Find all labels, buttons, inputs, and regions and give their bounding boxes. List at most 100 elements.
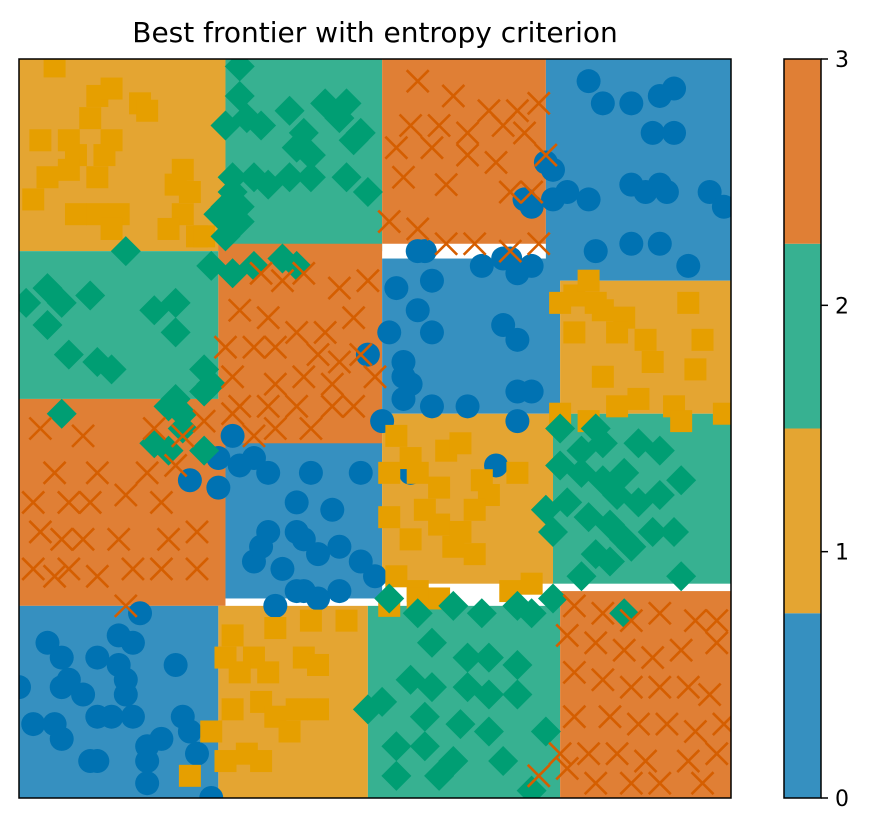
point-class-0: [348, 460, 373, 485]
point-class-2: [644, 435, 675, 466]
point-class-2: [210, 110, 241, 141]
point-class-1: [221, 624, 244, 647]
point-class-3: [135, 460, 160, 485]
point-class-0: [505, 327, 530, 352]
point-class-2: [19, 287, 42, 318]
point-class-2: [416, 672, 447, 703]
point-class-1: [549, 291, 572, 314]
point-class-3: [526, 763, 551, 788]
point-class-2: [274, 162, 305, 193]
point-class-0: [49, 726, 74, 751]
point-class-0: [298, 460, 323, 485]
point-class-2: [473, 642, 504, 673]
point-class-2: [530, 716, 561, 747]
point-class-3: [626, 712, 651, 737]
plot-frame: [18, 58, 732, 799]
colorbar-segment: [784, 59, 821, 244]
point-class-2: [666, 465, 697, 496]
point-class-0: [85, 645, 110, 670]
point-class-3: [263, 335, 288, 360]
point-class-1: [684, 358, 707, 381]
point-class-1: [214, 750, 237, 773]
colorbar-segment: [784, 243, 821, 429]
point-class-3: [220, 401, 245, 426]
point-class-2: [566, 457, 597, 488]
point-class-2: [473, 716, 504, 747]
point-class-3: [640, 645, 665, 670]
point-class-3: [21, 556, 46, 581]
point-class-3: [676, 749, 701, 773]
point-class-3: [149, 490, 174, 515]
point-class-2: [516, 775, 547, 798]
point-class-3: [263, 416, 288, 441]
point-class-3: [56, 490, 81, 515]
point-class-2: [352, 177, 383, 208]
point-class-3: [163, 453, 188, 478]
point-class-1: [43, 59, 66, 78]
point-class-1: [428, 513, 451, 536]
point-class-3: [348, 342, 373, 367]
point-class-3: [697, 682, 722, 707]
point-class-2: [46, 398, 77, 429]
point-class-3: [576, 741, 601, 766]
point-class-2: [566, 561, 597, 592]
point-class-2: [502, 590, 533, 621]
point-class-3: [583, 771, 608, 796]
point-class-0: [519, 379, 544, 404]
point-class-2: [502, 649, 533, 680]
point-class-1: [670, 410, 693, 433]
point-class-1: [157, 217, 180, 240]
point-class-1: [178, 764, 201, 787]
point-class-1: [577, 269, 600, 292]
point-class-0: [35, 630, 60, 655]
point-class-3: [455, 120, 480, 145]
point-class-0: [419, 320, 444, 345]
point-class-3: [590, 667, 615, 692]
point-class-3: [149, 556, 174, 581]
point-class-1: [79, 107, 102, 130]
point-class-1: [221, 698, 244, 721]
point-class-2: [224, 59, 255, 82]
point-class-0: [590, 91, 615, 116]
point-class-1: [22, 188, 45, 211]
point-class-1: [606, 395, 629, 418]
point-class-1: [606, 321, 629, 344]
point-class-1: [285, 698, 308, 721]
point-class-3: [519, 180, 544, 204]
point-class-0: [455, 394, 480, 419]
point-class-3: [562, 660, 587, 685]
point-class-0: [384, 276, 409, 301]
point-class-2: [324, 103, 355, 134]
point-class-3: [647, 675, 672, 700]
point-class-3: [71, 527, 95, 552]
colorbar-segment: [784, 613, 821, 798]
point-class-0: [519, 194, 544, 219]
colorbar-tick-label: 2: [835, 294, 849, 319]
point-class-0: [306, 586, 331, 611]
point-class-0: [185, 741, 209, 766]
point-class-3: [555, 756, 580, 781]
point-class-0: [405, 298, 430, 323]
point-class-0: [348, 549, 373, 574]
point-class-1: [100, 77, 123, 100]
point-class-3: [434, 172, 459, 197]
point-class-1: [399, 528, 422, 551]
point-class-2: [189, 435, 220, 466]
point-class-2: [552, 487, 583, 518]
point-class-1: [563, 321, 586, 344]
point-class-3: [683, 608, 708, 633]
point-class-2: [295, 140, 326, 171]
point-class-2: [75, 280, 106, 311]
point-class-0: [320, 497, 345, 522]
point-class-2: [488, 746, 519, 777]
point-class-3: [655, 712, 679, 737]
point-class-0: [120, 630, 145, 655]
point-class-1: [257, 661, 280, 684]
point-class-3: [405, 217, 430, 241]
point-class-1: [463, 498, 486, 521]
point-class-0: [21, 712, 46, 737]
point-class-2: [409, 701, 440, 732]
point-class-1: [385, 565, 408, 588]
chart-title: Best frontier with entropy criterion: [132, 16, 618, 49]
